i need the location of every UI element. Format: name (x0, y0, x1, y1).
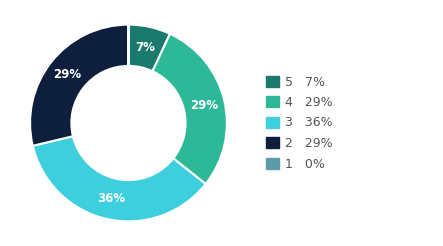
Text: 36%: 36% (97, 192, 126, 205)
Wedge shape (128, 25, 170, 71)
Text: 7%: 7% (135, 41, 155, 54)
Wedge shape (152, 34, 227, 184)
Text: 29%: 29% (54, 68, 82, 81)
Legend: 5   7%, 4   29%, 3   36%, 2   29%, 1   0%: 5 7%, 4 29%, 3 36%, 2 29%, 1 0% (263, 72, 337, 174)
Text: 29%: 29% (190, 98, 218, 111)
Wedge shape (33, 136, 206, 221)
Wedge shape (30, 25, 128, 146)
